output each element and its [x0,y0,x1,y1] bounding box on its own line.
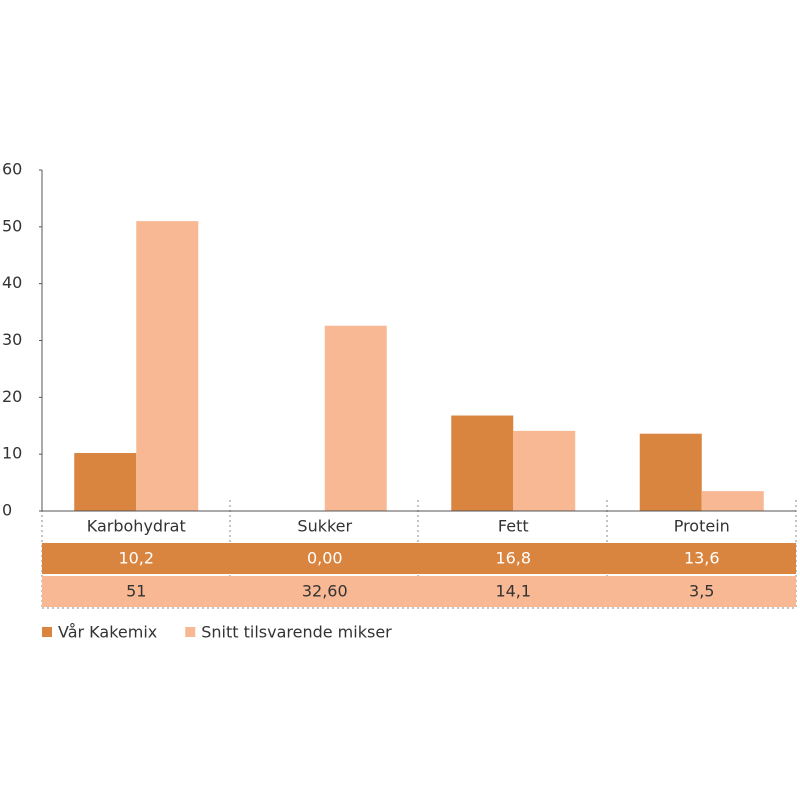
y-tick-label: 20 [2,387,22,406]
legend-swatch [185,627,196,637]
table-cell: 14,1 [495,582,531,601]
y-tick-label: 0 [2,501,12,520]
y-tick-label: 10 [2,444,22,463]
bar [639,433,702,511]
table-cell: 32,60 [302,582,348,601]
y-tick-label: 30 [2,330,22,349]
table-cell: 10,2 [118,549,154,568]
table-cell: 3,5 [689,582,714,601]
legend-swatch [42,627,52,637]
table-row [42,543,796,574]
bar [74,453,137,511]
table-cell: 13,6 [684,549,720,568]
bar [701,491,764,511]
bar [136,221,199,511]
y-tick-label: 40 [2,273,22,292]
y-tick-label: 60 [2,160,22,179]
legend-label: Vår Kakemix [58,623,157,642]
y-tick-label: 50 [2,216,22,235]
legend-label: Snitt tilsvarende mikser [201,623,392,642]
x-tick-label: Protein [674,517,730,536]
x-tick-label: Fett [498,517,529,536]
bar [513,430,576,511]
table-cell: 0,00 [307,549,343,568]
x-tick-label: Karbohydrat [87,517,186,536]
bar [451,415,514,511]
bar [324,325,387,511]
table-row [42,576,796,607]
x-tick-label: Sukker [297,517,352,536]
table-cell: 16,8 [495,549,531,568]
table-cell: 51 [126,582,146,601]
